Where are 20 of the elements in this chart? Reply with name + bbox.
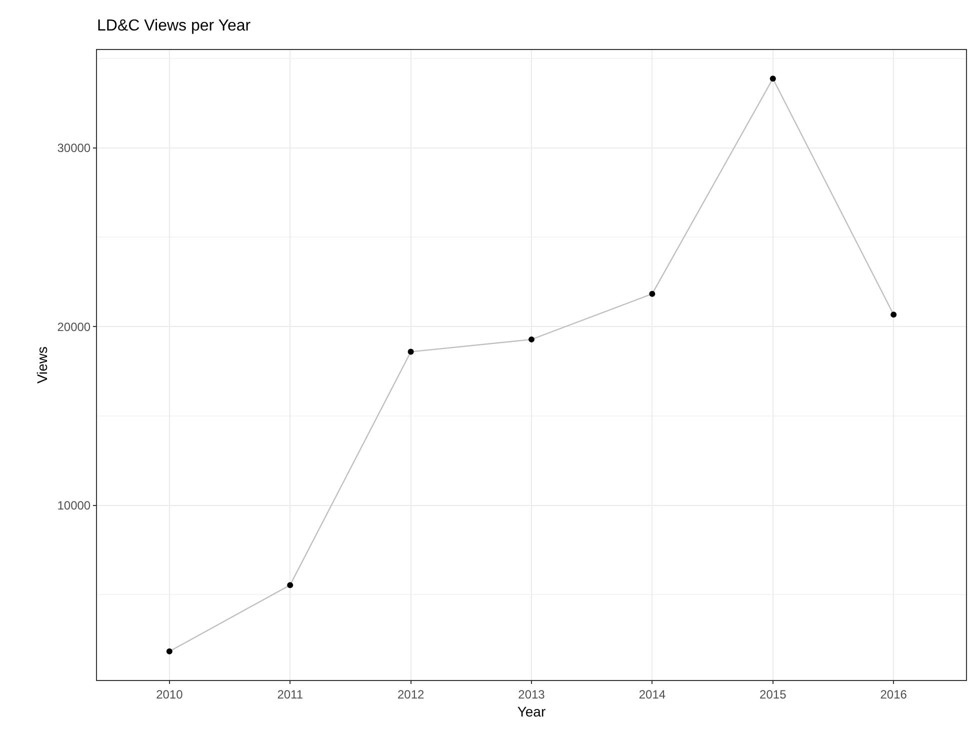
point xyxy=(649,290,656,297)
x-tick-label: 2012 xyxy=(397,687,424,702)
point xyxy=(408,348,414,355)
y-tick-label: 10000 xyxy=(57,498,91,513)
x-tick-label: 2011 xyxy=(277,687,304,702)
x-tick-label: 2016 xyxy=(880,687,908,702)
x-tick-label: 2015 xyxy=(760,687,787,702)
point xyxy=(890,312,897,318)
x-tick-label: 2014 xyxy=(638,687,666,702)
y-tick-label: 20000 xyxy=(57,320,91,334)
y-axis-title: Views xyxy=(34,346,50,384)
point xyxy=(770,76,776,82)
x-tick-label: 2013 xyxy=(518,687,546,702)
point xyxy=(166,648,172,654)
point xyxy=(528,336,534,342)
chart-title: LD&C Views per Year xyxy=(97,18,252,35)
x-tick-label: 2010 xyxy=(156,687,184,702)
x-axis-title: Year xyxy=(517,704,546,720)
y-tick-label: 30000 xyxy=(57,140,91,155)
point xyxy=(287,582,294,588)
